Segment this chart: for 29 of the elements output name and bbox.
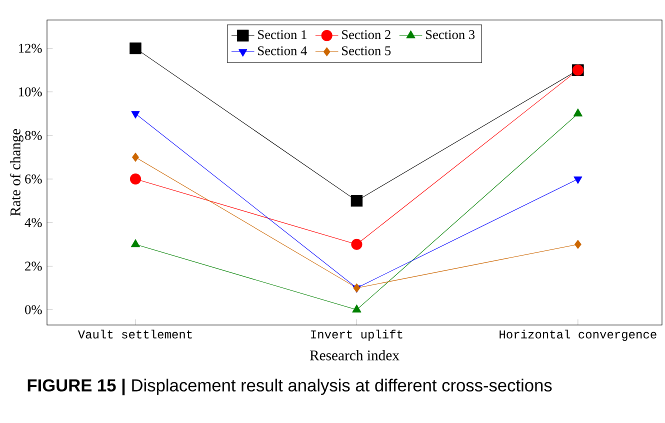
y-tick-label: 2% [25,262,42,271]
legend-label: Section 1 [258,30,306,40]
y-tick-label: 0% [25,305,42,314]
y-tick-label: 6% [25,174,42,184]
y-axis-title: Rate of change [10,129,24,216]
point [130,239,140,248]
y-tick-label: 10% [19,87,42,96]
point [351,238,362,250]
y-tick-label: 4% [24,218,42,228]
x-tick-label: Horizontal convergence [500,330,656,341]
legend-label: Section 4 [258,46,307,56]
legend-label: Section 2 [342,30,390,40]
y-tick-label: 12% [19,44,42,53]
text: FIGURE 15 | Displacement result analysis at different cross-sections [28,378,552,396]
point [350,194,363,207]
point [352,304,362,312]
x-tick-label: Invert uplift [311,330,402,341]
point [574,240,582,249]
point [573,108,582,116]
y-tick-label: 8% [25,130,42,140]
x-axis-title: Research index [310,350,400,360]
legend-label: Section 5 [342,46,391,56]
point [130,173,142,185]
x-tick-label: Vault settlement [78,330,192,339]
point [132,152,139,162]
legend-label: Section 3 [426,30,475,40]
point [130,42,142,54]
point [574,176,582,184]
point [131,111,140,119]
